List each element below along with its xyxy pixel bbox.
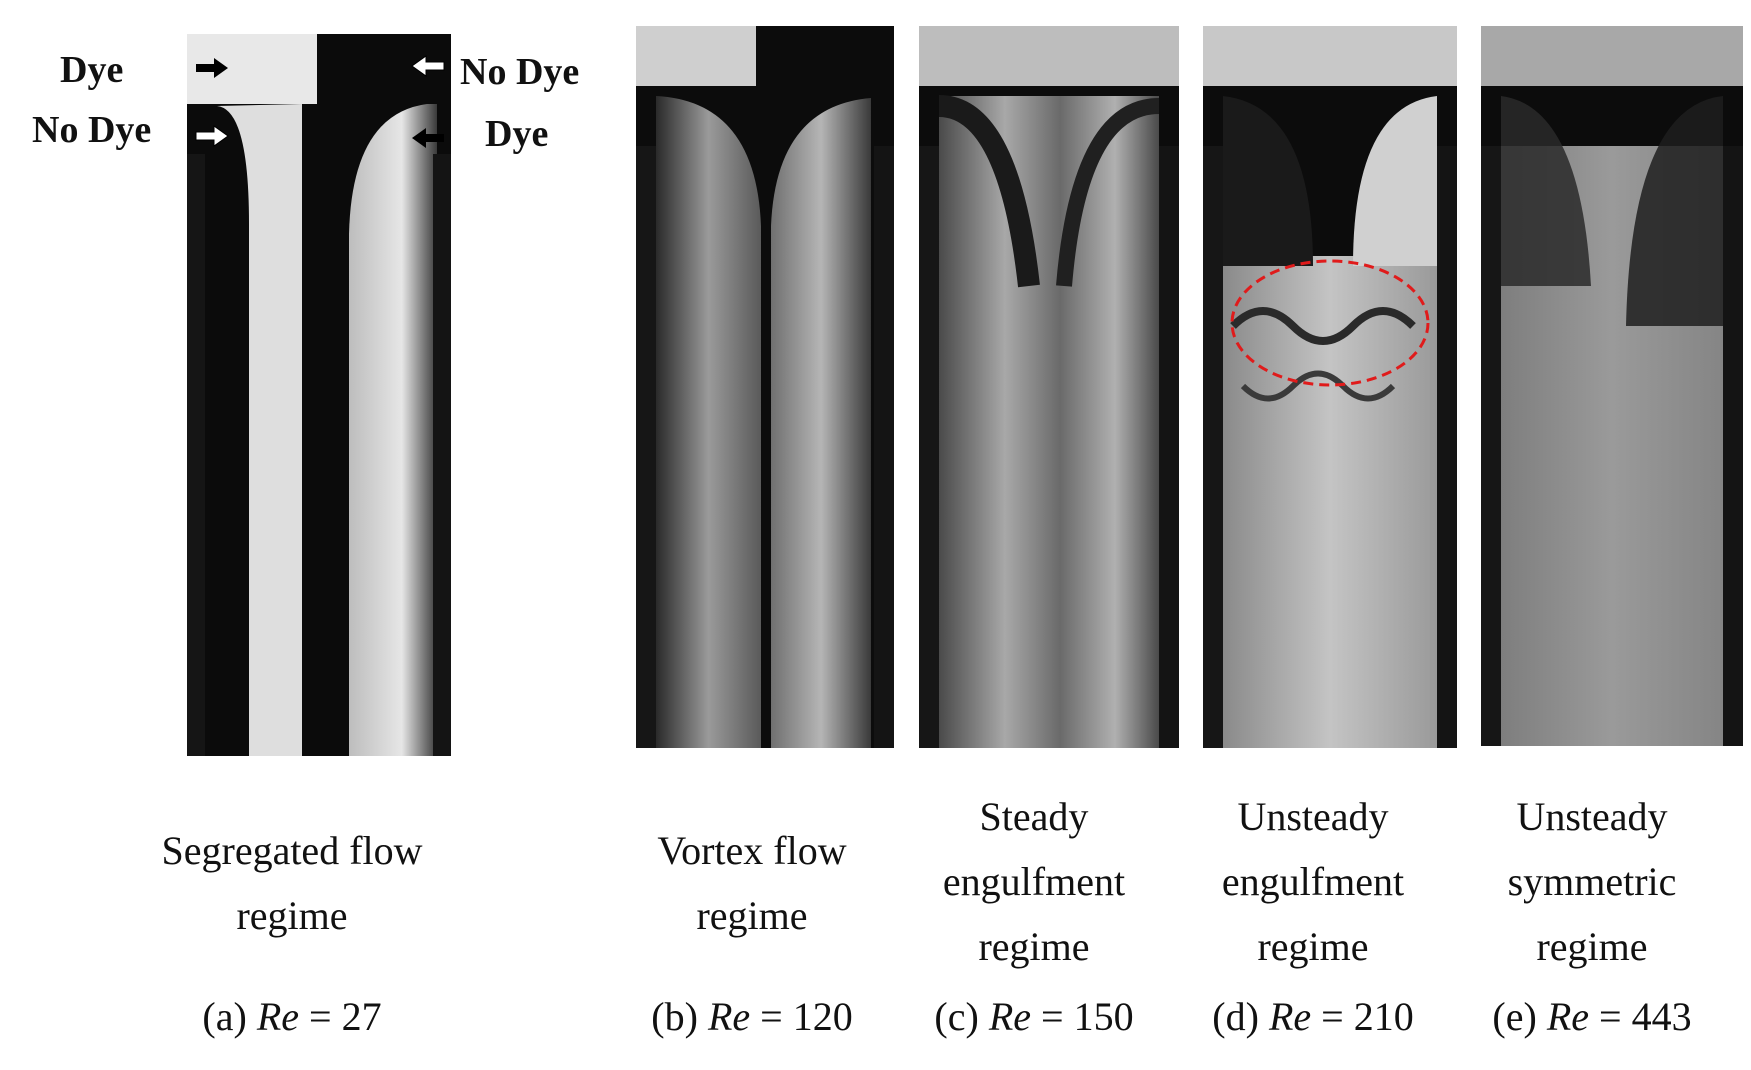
label-right-dye: Dye [485, 113, 549, 155]
photo-e-image [1481, 26, 1743, 746]
regime-caption-a: Segregated flow regime [161, 828, 423, 938]
reynolds-label-b: (b) Re = 120 [651, 994, 853, 1039]
photo-panel-d [1203, 26, 1457, 748]
photo-panel-b [636, 26, 894, 748]
photo-c-image [919, 26, 1179, 748]
reynolds-label-c: (c) Re = 150 [934, 994, 1134, 1039]
label-left-dye: Dye [60, 49, 124, 91]
photo-panel-a [187, 34, 451, 756]
photo-a-image [187, 34, 451, 756]
photo-d-image [1203, 26, 1457, 748]
arrow-right-white-icon [194, 124, 230, 148]
arrow-left-white-icon [410, 54, 446, 78]
reynolds-label-d: (d) Re = 210 [1212, 994, 1414, 1039]
regime-caption-c: Steady engulfment regime [942, 794, 1126, 969]
label-left-no-dye: No Dye [32, 109, 152, 151]
regime-caption-b: Vortex flow regime [657, 828, 847, 938]
regime-caption-e: Unsteady symmetric regime [1507, 794, 1677, 969]
reynolds-label-a: (a) Re = 27 [202, 994, 382, 1039]
reynolds-label-e: (e) Re = 443 [1492, 994, 1692, 1039]
photo-panel-e [1481, 26, 1743, 746]
arrow-right-black-icon [194, 56, 230, 80]
label-right-no-dye: No Dye [460, 51, 580, 93]
arrow-left-black-icon [410, 126, 446, 150]
highlight-ellipse [1230, 259, 1430, 387]
regime-caption-d: Unsteady engulfment regime [1221, 794, 1405, 969]
photo-panel-c [919, 26, 1179, 748]
photo-b-image [636, 26, 894, 748]
